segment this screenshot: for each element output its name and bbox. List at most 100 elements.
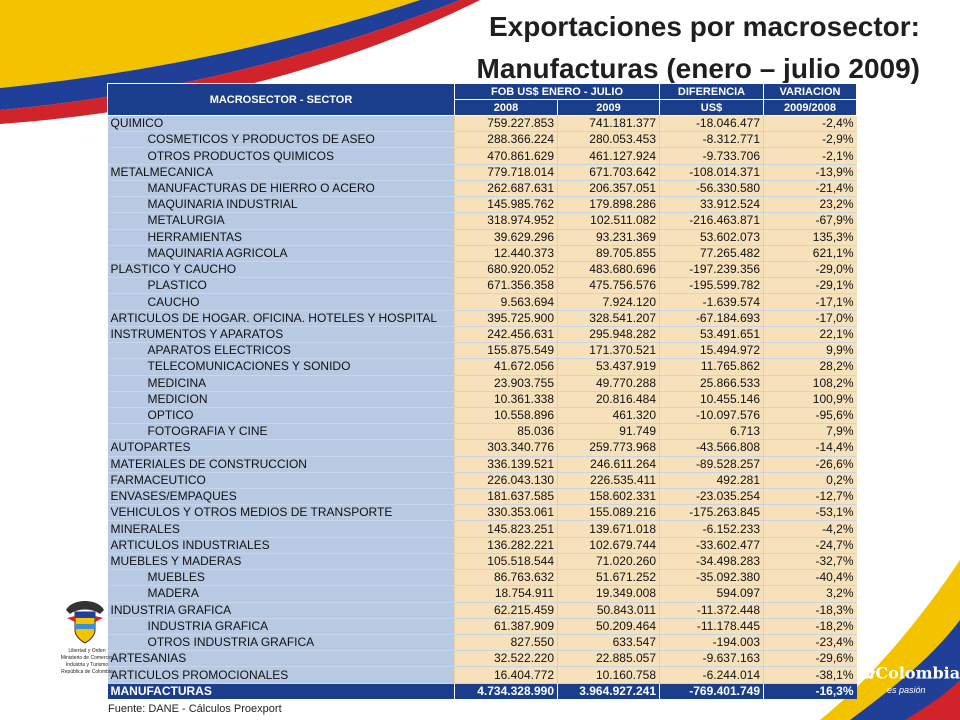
value-2009-cell: 102.511.082 (557, 212, 660, 230)
colombia-brand-icon: ✿ (862, 663, 876, 683)
value-2009-cell: 50.209.464 (557, 618, 660, 636)
table-row: OTROS PRODUCTOS QUIMICOS 470.861.629 461.1… (107, 147, 857, 165)
value-2009-cell: 633.547 (557, 634, 660, 652)
difference-cell: 10.455.146 (659, 391, 764, 408)
variation-cell: -18,3% (763, 602, 857, 619)
difference-cell: 6.713 (659, 423, 764, 441)
colombia-brand-logo: ✿Colombia® (862, 660, 960, 682)
value-2008-cell: 39.629.296 (454, 229, 558, 246)
table-row: ARTICULOS DE HOGAR. OFICINA. HOTELES Y H… (107, 310, 857, 327)
exports-table: MACROSECTOR - SECTOR FOB US$ ENERO - JUL… (107, 83, 857, 700)
sector-name-cell: MAQUINARIA AGRICOLA (107, 245, 455, 262)
difference-cell: 33.912.524 (659, 196, 764, 214)
value-2009-cell: 7.924.120 (557, 293, 660, 311)
table-row: ARTESANIAS 32.522.220 22.885.057 -9.637.163… (107, 650, 857, 668)
value-2009-cell: 741.181.377 (557, 115, 660, 133)
sector-name-cell: VEHICULOS Y OTROS MEDIOS DE TRANSPORTE (107, 504, 455, 522)
variation-cell: -40,4% (763, 569, 857, 587)
table-row: FARMACEUTICO 226.043.130 226.535.411 492.28… (107, 472, 857, 490)
sector-name-cell: MINERALES (107, 520, 455, 538)
difference-cell: -18.046.477 (659, 115, 764, 133)
variation-cell: -29,1% (763, 277, 857, 295)
total-2009-cell: 3.964.927.241 (557, 683, 660, 700)
crest-labels: Libertad y Orden Ministerio de Comercio,… (58, 648, 116, 676)
difference-cell: -9.637.163 (659, 650, 764, 668)
value-2009-cell: 475.756.576 (557, 277, 660, 295)
difference-cell: 11.765.862 (659, 358, 764, 376)
variation-cell: -29,0% (763, 261, 857, 279)
value-2009-cell: 461.320 (557, 407, 660, 425)
table-row: MEDICINA 23.903.755 49.770.288 25.866.533 10… (107, 375, 857, 392)
value-2009-cell: 246.611.264 (557, 456, 660, 473)
value-2008-cell: 155.875.549 (454, 342, 558, 360)
variation-cell: -18,2% (763, 618, 857, 636)
sector-name-cell: MADERA (107, 585, 455, 603)
sector-name-cell: MEDICION (107, 391, 455, 408)
value-2008-cell: 671.356.358 (454, 277, 558, 295)
table-row: VEHICULOS Y OTROS MEDIOS DE TRANSPORTE 33… (107, 504, 857, 522)
variation-cell: 0,2% (763, 472, 857, 490)
difference-cell: -6.244.014 (659, 666, 764, 684)
sector-name-cell: CAUCHO (107, 293, 455, 311)
title-line-1: Exportaciones por macrosector: (488, 11, 920, 42)
sector-name-cell: ARTESANIAS (107, 650, 455, 668)
variation-cell: 3,2% (763, 585, 857, 603)
sector-name-cell: FOTOGRAFIA Y CINE (107, 423, 455, 441)
value-2008-cell: 10.558.896 (454, 407, 558, 425)
variation-cell: -53,1% (763, 504, 857, 522)
table-row: PLASTICO Y CAUCHO 680.920.052 483.680.696-… (107, 261, 857, 279)
header-2009: 2009 (557, 99, 660, 116)
value-2008-cell: 330.353.061 (454, 504, 558, 522)
value-2009-cell: 328.541.207 (557, 310, 660, 327)
difference-cell: -34.498.283 (659, 553, 764, 571)
sector-name-cell: TELECOMUNICACIONES Y SONIDO (107, 358, 455, 376)
value-2008-cell: 85.036 (454, 423, 558, 441)
total-2008-cell: 4.734.328.990 (454, 683, 558, 700)
sector-name-cell: INSTRUMENTOS Y APARATOS (107, 326, 455, 344)
sector-name-cell: PLASTICO (107, 277, 455, 295)
value-2009-cell: 280.053.453 (557, 131, 660, 149)
difference-cell: -35.092.380 (659, 569, 764, 587)
value-2008-cell: 23.903.755 (454, 375, 558, 392)
variation-cell: -21,4% (763, 180, 857, 198)
sector-name-cell: AUTOPARTES (107, 439, 455, 457)
sector-name-cell: COSMETICOS Y PRODUCTOS DE ASEO (107, 131, 455, 149)
variation-cell: 22,1% (763, 326, 857, 344)
value-2008-cell: 18.754.911 (454, 585, 558, 603)
variation-cell: -26,6% (763, 456, 857, 473)
table-body: QUIMICO 759.227.853 741.181.377 -18.046.477… (107, 115, 857, 700)
sector-name-cell: METALMECANICA (107, 164, 455, 181)
value-2008-cell: 62.215.459 (454, 602, 558, 619)
sector-name-cell: OTROS PRODUCTOS QUIMICOS (107, 147, 455, 165)
variation-cell: 7,9% (763, 423, 857, 441)
variation-cell: 135,3% (763, 229, 857, 246)
variation-cell: -17,1% (763, 293, 857, 311)
difference-cell: -216.463.871 (659, 212, 764, 230)
sector-name-cell: ARTICULOS PROMOCIONALES (107, 666, 455, 684)
total-row: MANUFACTURAS 4.734.328.990 3.964.927.241 -7… (107, 683, 857, 700)
value-2009-cell: 206.357.051 (557, 180, 660, 198)
value-2009-cell: 155.089.216 (557, 504, 660, 522)
table-row: MANUFACTURAS DE HIERRO O ACERO 262.687.63… (107, 180, 857, 198)
variation-cell: -2,4% (763, 115, 857, 133)
table-row: PLASTICO 671.356.358 475.756.576 -195.599.7… (107, 277, 857, 295)
value-2008-cell: 136.282.221 (454, 537, 558, 554)
value-2008-cell: 336.139.521 (454, 456, 558, 473)
table-row: INSTRUMENTOS Y APARATOS 242.456.631 295.94… (107, 326, 857, 344)
difference-cell: -89.528.257 (659, 456, 764, 473)
value-2008-cell: 680.920.052 (454, 261, 558, 279)
variation-cell: -17,0% (763, 310, 857, 327)
table-row: ENVASES/EMPAQUES 181.637.585 158.602.331 -2… (107, 488, 857, 506)
value-2009-cell: 671.703.642 (557, 164, 660, 181)
value-2008-cell: 759.227.853 (454, 115, 558, 133)
header-variacion: VARIACION (763, 83, 857, 100)
sector-name-cell: ARTICULOS DE HOGAR. OFICINA. HOTELES Y H… (107, 310, 455, 327)
title-line-2: Manufacturas (enero – julio 2009) (476, 53, 920, 84)
logo-name: Colombia (875, 663, 960, 683)
difference-cell: -108.014.371 (659, 164, 764, 181)
sector-name-cell: QUIMICO (107, 115, 455, 133)
table-row: MEDICION 10.361.338 20.816.484 10.455.146 10… (107, 391, 857, 408)
value-2009-cell: 259.773.968 (557, 439, 660, 457)
value-2009-cell: 179.898.286 (557, 196, 660, 214)
value-2009-cell: 89.705.855 (557, 245, 660, 262)
